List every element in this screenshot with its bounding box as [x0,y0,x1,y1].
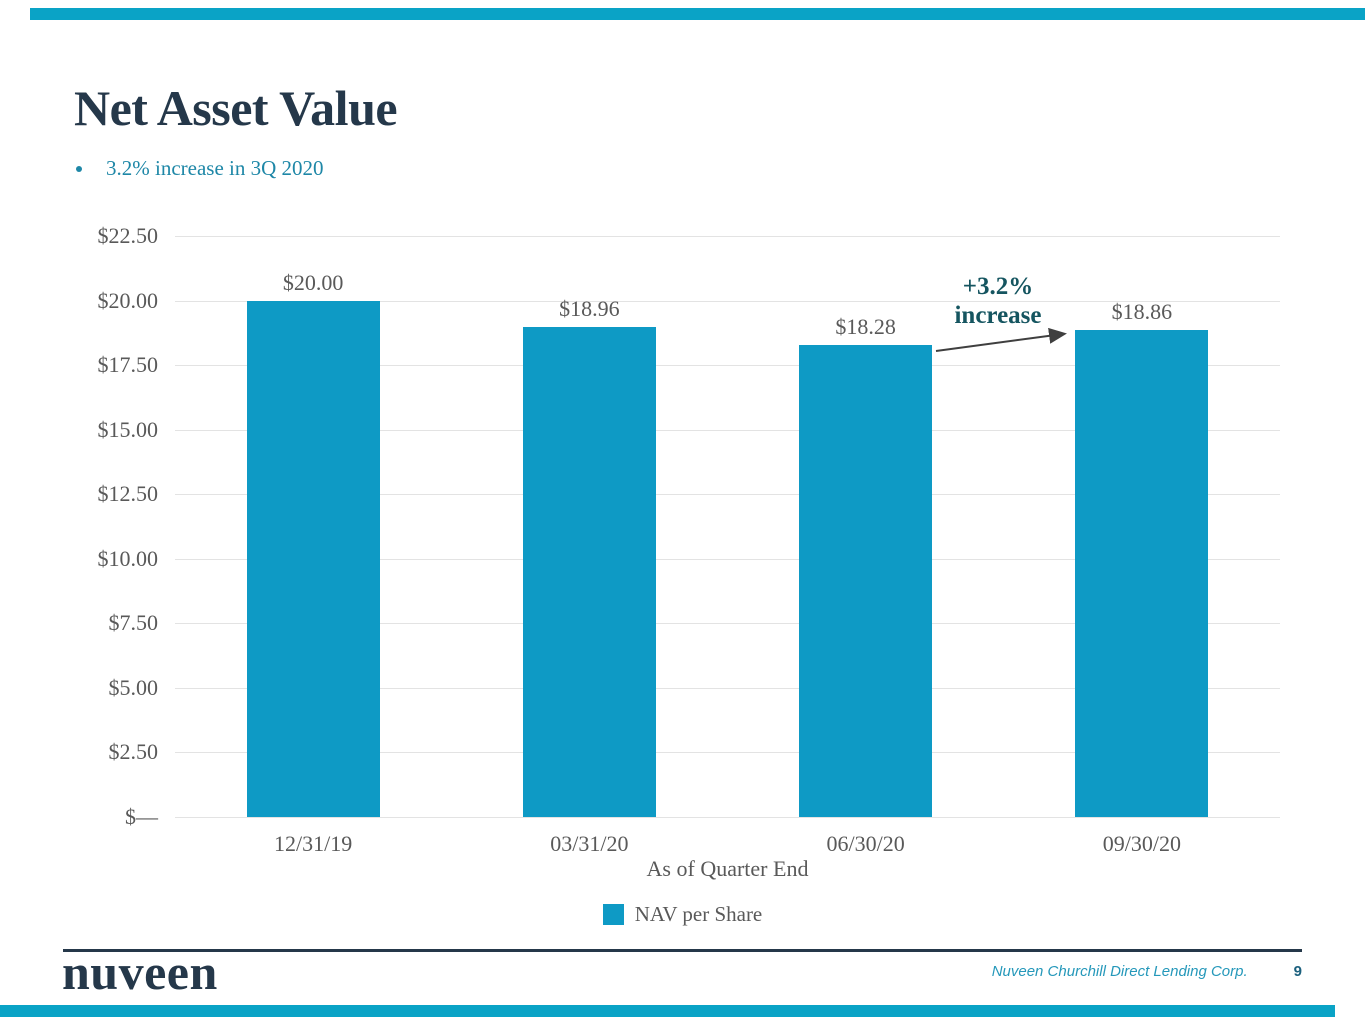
chart-legend: NAV per Share [0,902,1365,927]
gridline [175,365,1280,367]
bar-12/31/19 [246,300,380,817]
page-number: 9 [1293,963,1302,980]
increase-annotation: +3.2% increase [928,272,1068,330]
bar-09/30/20 [1075,330,1209,817]
y-tick-label: $15.00 [97,416,159,442]
gridline [175,236,1280,237]
y-tick-label: $2.50 [108,739,159,765]
bullet-item: 3.2% increase in 3Q 2020 [76,156,324,181]
plot-area: $20.00 12/31/19 $18.96 03/31/20 $18.28 06/30/… [175,236,1280,856]
annotation-line1: +3.2% [962,273,1034,300]
page-title: Net Asset Value [74,80,398,136]
y-tick-label: $— [125,804,158,829]
bar-value-label: $20.00 [282,269,344,295]
y-tick-label: $10.00 [97,545,159,571]
bullet-text: 3.2% increase in 3Q 2020 [106,156,324,180]
gridline [175,752,1280,754]
y-tick-label: $5.00 [108,674,159,700]
bar-03/31/20 [522,327,656,817]
bar-value-label: $18.86 [1111,298,1173,324]
y-tick-label: $7.50 [108,610,159,636]
x-tick-label: 09/30/20 [1102,831,1181,856]
x-tick-label: 03/31/20 [550,831,629,856]
x-tick-label: 12/31/19 [274,831,353,856]
accent-bar-top [30,8,1365,20]
nuveen-logo: nuveen [62,944,218,1000]
gridline [175,558,1280,560]
bar-value-label: $18.28 [835,313,896,339]
gridline [175,817,1280,818]
gridline [175,494,1280,496]
x-axis-title: As of Quarter End [646,856,809,881]
footer-right: Nuveen Churchill Direct Lending Corp. 9 [992,963,1302,980]
gridline [175,687,1280,689]
annotation-arrow-icon [935,327,1067,352]
gridline [175,623,1280,625]
y-tick-label: $22.50 [97,223,159,248]
bullet-dot-icon [76,165,82,172]
legend-label: NAV per Share [634,902,763,926]
accent-bar-bottom [0,1005,1335,1017]
footer-divider [63,949,1302,952]
gridline [175,300,1280,302]
y-tick-label: $20.00 [97,287,159,313]
bar-value-label: $18.96 [559,296,620,322]
y-tick-label: $12.50 [97,481,159,507]
x-tick-label: 06/30/20 [826,831,905,856]
y-tick-label: $17.50 [97,352,159,378]
bar-06/30/20 [799,344,933,817]
legend-swatch-icon [602,904,624,925]
footer-company-name: Nuveen Churchill Direct Lending Corp. [991,963,1248,980]
gridline [175,429,1280,431]
annotation-line2: increase [954,302,1042,329]
